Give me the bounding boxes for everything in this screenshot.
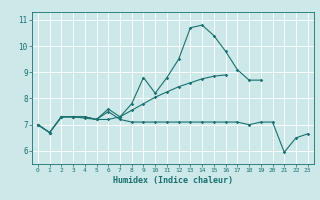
X-axis label: Humidex (Indice chaleur): Humidex (Indice chaleur) <box>113 176 233 185</box>
